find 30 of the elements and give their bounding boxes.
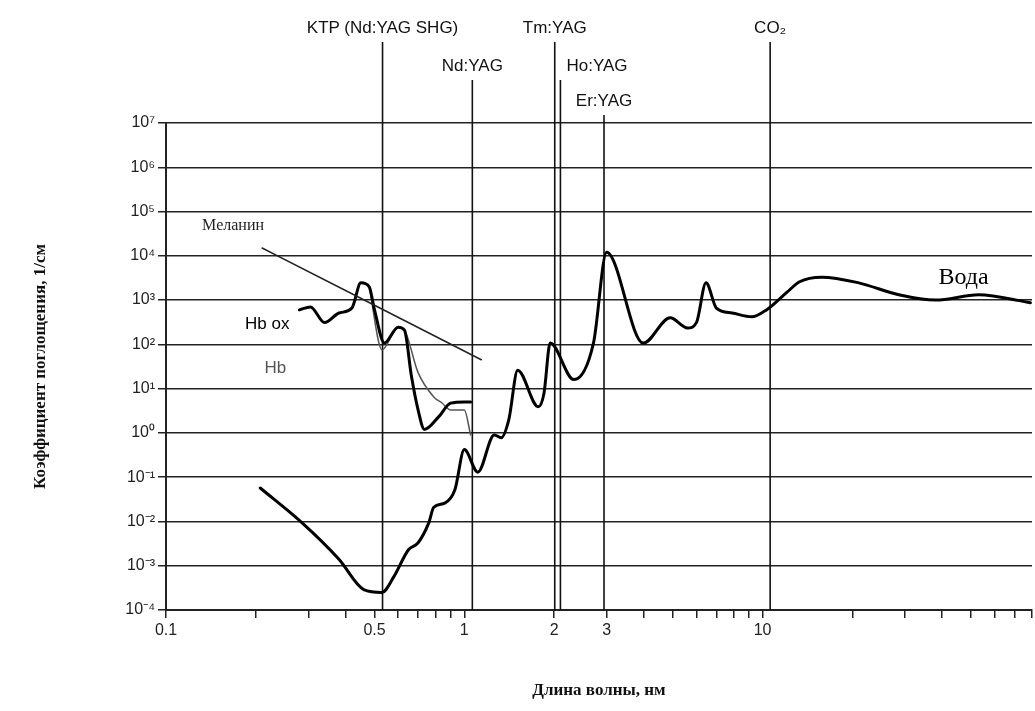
x-tick-label: 1: [459, 621, 469, 639]
y-tick-label: 10³: [131, 290, 156, 308]
x-tick-label: 10: [753, 621, 772, 639]
y-tick-label: 10⁵: [130, 201, 155, 219]
y-tick-label: 10⁴: [130, 246, 156, 264]
y-tick-label: 10¹: [131, 379, 155, 397]
y-tick-label: 10⁻¹: [126, 467, 155, 485]
x-tick-label: 0.1: [154, 621, 178, 639]
y-tick-label: 10⁷: [131, 113, 156, 131]
ref-line-label: Ho:YAG: [566, 55, 628, 75]
y-tick-label: 10⁰: [131, 423, 155, 441]
ref-line-label: Tm:YAG: [522, 17, 587, 37]
y-tick-label: 10⁶: [130, 157, 155, 175]
y-tick-label: 10⁻⁴: [125, 600, 156, 618]
x-tick-label: 2: [549, 621, 559, 639]
series-label: Меланин: [202, 216, 265, 234]
ref-line-label: CO₂: [754, 17, 787, 37]
y-tick-label: 10²: [131, 334, 156, 352]
series-label: Вода: [938, 263, 990, 290]
y-tick-label: 10⁻³: [126, 556, 156, 574]
ref-line-label: Nd:YAG: [441, 55, 503, 75]
y-axis-title: Коэффициент поглощения, 1/см: [29, 243, 49, 490]
ref-line-label: KTP (Nd:YAG SHG): [306, 17, 459, 37]
x-axis-title: Длина волны, нм: [532, 680, 667, 700]
y-tick-label: 10⁻²: [126, 511, 156, 529]
series-label: Hb ox: [244, 313, 290, 333]
ref-line-label: Er:YAG: [575, 90, 633, 110]
text: Hb: [264, 358, 287, 378]
x-tick-label: 3: [602, 621, 612, 639]
x-tick-label: 0.5: [363, 621, 386, 639]
